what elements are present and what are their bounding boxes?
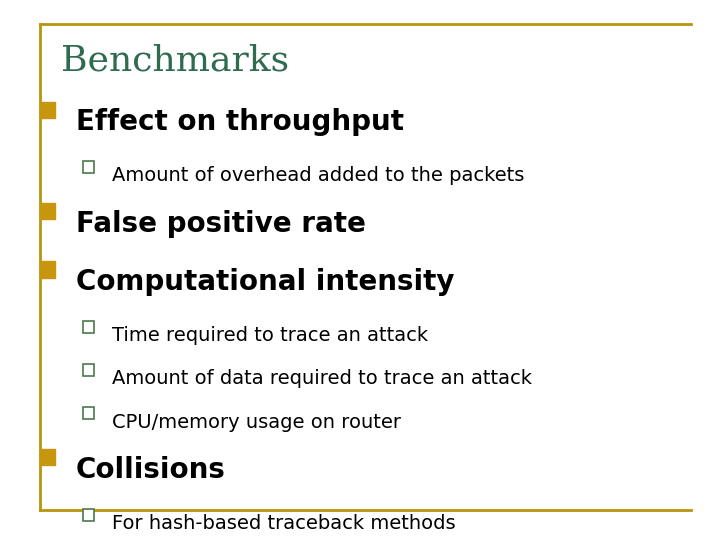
Text: Time required to trace an attack: Time required to trace an attack [112,326,428,345]
FancyBboxPatch shape [40,102,55,118]
Text: Collisions: Collisions [76,456,225,484]
Text: For hash-based traceback methods: For hash-based traceback methods [112,514,455,533]
FancyBboxPatch shape [40,203,55,219]
FancyBboxPatch shape [40,449,55,465]
Text: CPU/memory usage on router: CPU/memory usage on router [112,413,400,431]
FancyBboxPatch shape [83,407,94,419]
Text: Benchmarks: Benchmarks [61,43,289,77]
Text: Amount of data required to trace an attack: Amount of data required to trace an atta… [112,369,531,388]
Text: Effect on throughput: Effect on throughput [76,108,404,136]
FancyBboxPatch shape [83,321,94,333]
Text: False positive rate: False positive rate [76,210,366,238]
FancyBboxPatch shape [40,261,55,278]
FancyBboxPatch shape [83,161,94,173]
FancyBboxPatch shape [83,364,94,376]
FancyBboxPatch shape [83,509,94,521]
Text: Amount of overhead added to the packets: Amount of overhead added to the packets [112,166,524,185]
Text: Computational intensity: Computational intensity [76,268,454,296]
